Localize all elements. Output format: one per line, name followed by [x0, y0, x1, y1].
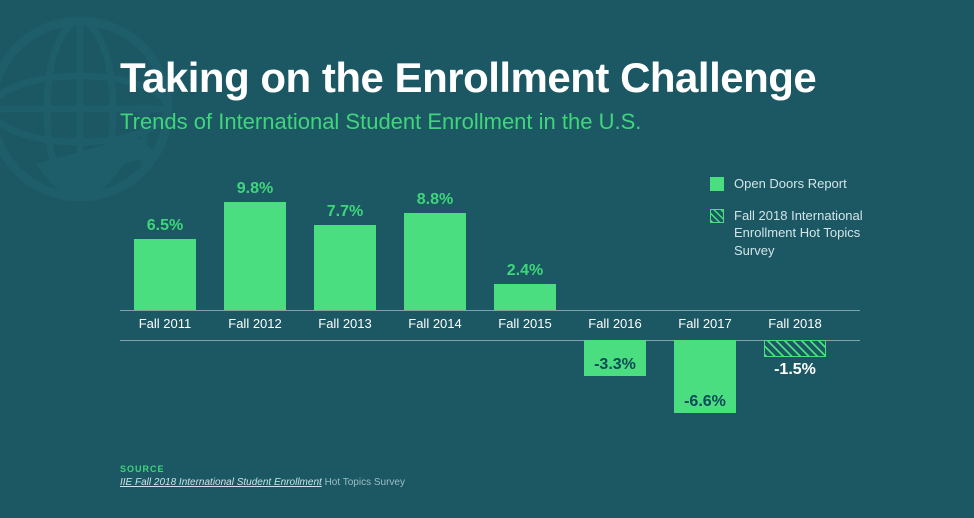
- legend-swatch: [710, 177, 724, 191]
- chart-area: Open Doors ReportFall 2018 International…: [120, 190, 894, 470]
- source-label: SOURCE: [120, 464, 405, 474]
- bar-value-label: 9.8%: [237, 180, 273, 198]
- x-axis-label: Fall 2018: [768, 316, 821, 331]
- page-subtitle: Trends of International Student Enrollme…: [120, 109, 894, 135]
- bar-chart: 6.5%Fall 20119.8%Fall 20127.7%Fall 20138…: [120, 190, 860, 470]
- source-tail: Hot Topics Survey: [322, 477, 405, 488]
- bar-solid: [134, 239, 196, 311]
- x-axis-label: Fall 2011: [139, 316, 192, 331]
- bar-solid: [404, 213, 466, 310]
- bar-solid: [224, 202, 286, 310]
- baseline-axis-bottom: [120, 340, 860, 341]
- x-axis-label: Fall 2014: [408, 316, 461, 331]
- bar-hatched: [764, 340, 826, 357]
- bar-value-label: -6.6%: [684, 393, 726, 411]
- bar-value-label: 2.4%: [507, 262, 543, 280]
- bar-value-label: -3.3%: [594, 356, 636, 374]
- bar-value-label: 8.8%: [417, 191, 453, 209]
- page-title: Taking on the Enrollment Challenge: [120, 55, 894, 101]
- x-axis-label: Fall 2013: [318, 316, 371, 331]
- x-axis-label: Fall 2015: [498, 316, 551, 331]
- x-axis-label: Fall 2017: [678, 316, 731, 331]
- bar-value-label: -1.5%: [774, 361, 816, 379]
- source-citation: SOURCE IIE Fall 2018 International Stude…: [120, 464, 405, 488]
- bar-value-label: 6.5%: [147, 217, 183, 235]
- bar-solid: [314, 225, 376, 310]
- bar-solid: [494, 284, 556, 310]
- x-axis-label: Fall 2016: [588, 316, 641, 331]
- bar-value-label: 7.7%: [327, 203, 363, 221]
- baseline-axis-top: [120, 310, 860, 311]
- source-link: IIE Fall 2018 International Student Enro…: [120, 477, 322, 488]
- x-axis-label: Fall 2012: [228, 316, 281, 331]
